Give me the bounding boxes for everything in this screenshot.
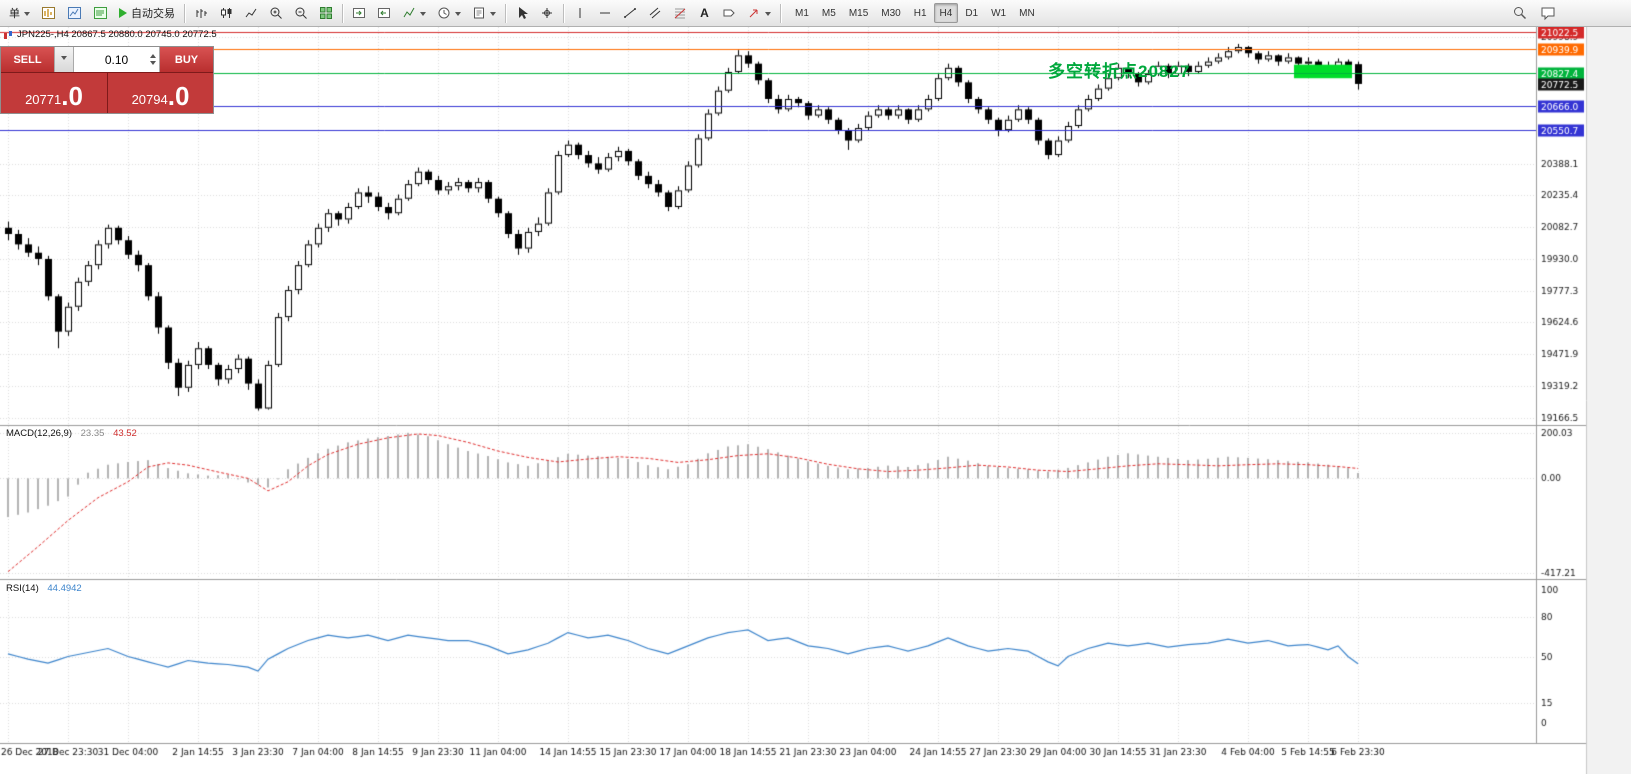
timeframe-w1[interactable]: W1 <box>991 7 1007 19</box>
auto-scroll-icon[interactable] <box>347 2 371 24</box>
text-tool-label: A <box>700 6 709 20</box>
terminal-icon[interactable] <box>88 2 113 24</box>
profiles-icon[interactable] <box>62 2 87 24</box>
timeframe-m30[interactable]: M30 <box>881 7 901 19</box>
macd-main-value: 23.35 <box>80 428 105 439</box>
macd-name: MACD(12,26,9) <box>6 428 72 439</box>
periods-dropdown[interactable] <box>432 2 466 24</box>
price-chart-canvas[interactable] <box>0 27 1631 774</box>
buy-price-main: 20794 <box>131 92 168 107</box>
timeframe-mn[interactable]: MN <box>1019 7 1035 19</box>
chart-text-annotation[interactable]: 多空转折点20827 <box>1048 62 1191 81</box>
arrows-dropdown[interactable] <box>742 2 776 24</box>
timeframe-h1[interactable]: H1 <box>913 7 927 19</box>
timeframe-h4[interactable]: H4 <box>933 3 959 23</box>
tile-windows-icon[interactable] <box>314 2 338 24</box>
main-toolbar: 单 自动交易 <box>0 0 1631 27</box>
toolbar-separator <box>184 3 185 23</box>
toolbar-separator <box>563 3 564 23</box>
chart-window: JPN225-,H4 20867.5 20880.0 20745.0 20772… <box>0 27 1631 774</box>
lot-size-input[interactable]: 0.10 <box>74 47 160 72</box>
play-icon <box>119 8 127 18</box>
chevron-down-icon <box>455 12 461 19</box>
new-order-label: 单 <box>9 8 20 20</box>
macd-signal-value: 43.52 <box>113 428 137 439</box>
chevron-down-icon <box>24 12 30 19</box>
candlestick-chart-icon[interactable] <box>214 2 238 24</box>
spin-up-icon[interactable] <box>150 51 156 58</box>
rsi-label: RSI(14) 44.4942 <box>6 583 82 594</box>
lot-spinner[interactable] <box>150 51 156 68</box>
chevron-down-icon <box>420 12 426 19</box>
label-tool-icon[interactable] <box>717 2 741 24</box>
sell-price-main: 20771 <box>25 92 62 107</box>
timeframe-m5[interactable]: M5 <box>821 7 836 19</box>
autotrading-label: 自动交易 <box>131 8 175 20</box>
trendline-tool-icon[interactable] <box>618 2 642 24</box>
fibonacci-tool-icon[interactable] <box>668 2 692 24</box>
chevron-down-icon <box>765 12 771 19</box>
timeframe-group: M1 M5 M15 M30 H1 H4 D1 W1 MN <box>789 3 1041 23</box>
toolbar-separator <box>780 3 781 23</box>
search-icon[interactable] <box>1507 2 1533 24</box>
buy-button[interactable]: BUY <box>160 47 213 72</box>
vertical-line-tool-icon[interactable] <box>568 2 592 24</box>
toolbar-right-group <box>1507 2 1561 24</box>
trade-panel-dropdown[interactable] <box>54 47 74 72</box>
templates-dropdown[interactable] <box>467 2 501 24</box>
chart-title-ohlc-text: JPN225-,H4 20867.5 20880.0 20745.0 20772… <box>17 29 217 40</box>
one-click-trade-panel: SELL 0.10 BUY 20771.0 20794.0 <box>0 46 214 114</box>
buy-price-frac: .0 <box>167 81 190 111</box>
horizontal-line-tool-icon[interactable] <box>593 2 617 24</box>
chart-tab-icon <box>4 30 12 39</box>
community-chat-icon[interactable] <box>1535 2 1561 24</box>
timeframe-m1[interactable]: M1 <box>795 7 809 19</box>
toolbar-separator <box>505 3 506 23</box>
lot-size-value: 0.10 <box>104 52 129 67</box>
sell-price-frac: .0 <box>61 81 83 111</box>
bar-chart-icon[interactable] <box>189 2 213 24</box>
rsi-name: RSI(14) <box>6 583 39 594</box>
new-order-button[interactable]: 单 <box>4 2 35 24</box>
chart-title: JPN225-,H4 20867.5 20880.0 20745.0 20772… <box>3 29 217 40</box>
chart-shift-icon[interactable] <box>372 2 396 24</box>
cursor-icon[interactable] <box>510 2 534 24</box>
sell-button[interactable]: SELL <box>1 47 54 72</box>
timeframe-d1[interactable]: D1 <box>965 7 979 19</box>
chevron-down-icon <box>490 12 496 19</box>
toolbar-separator <box>342 3 343 23</box>
rsi-value: 44.4942 <box>47 583 82 594</box>
zoom-in-icon[interactable] <box>264 2 288 24</box>
crosshair-icon[interactable] <box>535 2 559 24</box>
buy-price[interactable]: 20794.0 <box>107 73 213 113</box>
text-tool-icon[interactable]: A <box>693 2 716 24</box>
timeframe-m15[interactable]: M15 <box>848 7 869 19</box>
macd-label: MACD(12,26,9) 23.35 43.52 <box>6 428 137 439</box>
indicators-dropdown[interactable] <box>397 2 431 24</box>
new-chart-icon[interactable] <box>36 2 61 24</box>
line-chart-icon[interactable] <box>239 2 263 24</box>
sell-price[interactable]: 20771.0 <box>1 73 107 113</box>
zoom-out-icon[interactable] <box>289 2 313 24</box>
channel-tool-icon[interactable] <box>643 2 667 24</box>
spin-down-icon[interactable] <box>150 61 156 68</box>
chevron-down-icon <box>61 56 67 63</box>
autotrading-button[interactable]: 自动交易 <box>114 2 180 24</box>
